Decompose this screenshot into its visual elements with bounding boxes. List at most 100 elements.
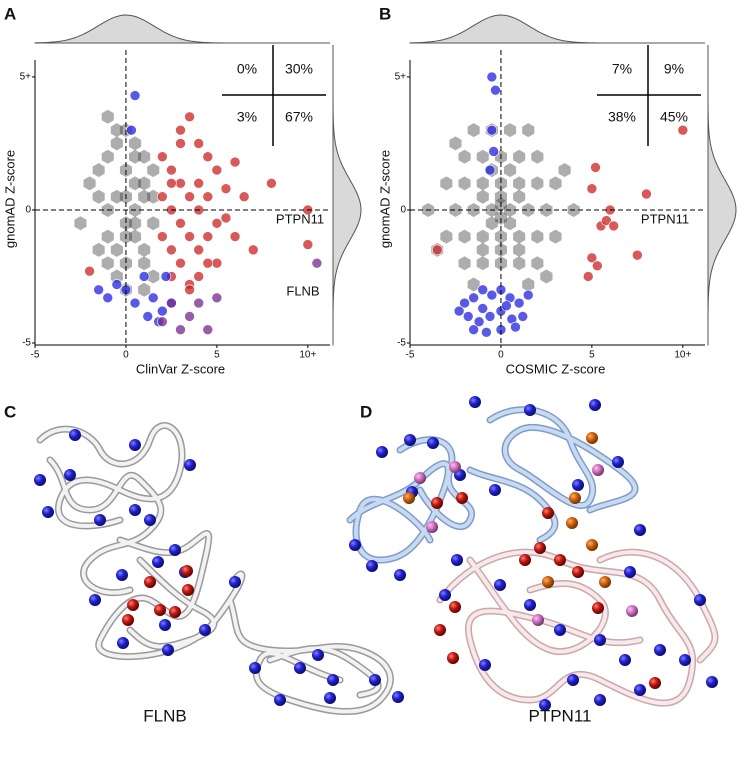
hexbin xyxy=(494,242,507,257)
point xyxy=(202,324,214,335)
point xyxy=(468,292,479,304)
hexbin xyxy=(110,269,123,284)
hexbin xyxy=(440,176,453,191)
hexbin xyxy=(101,229,114,244)
point xyxy=(160,271,172,282)
x-tick-label: 10+ xyxy=(299,350,316,361)
hexbin xyxy=(531,149,544,164)
point xyxy=(477,303,489,314)
point xyxy=(513,297,525,309)
hexbin xyxy=(101,256,114,271)
hexbin xyxy=(74,216,87,231)
quadrant-label: 7% xyxy=(612,61,632,77)
hexbin xyxy=(147,269,160,284)
hexbin xyxy=(110,242,123,257)
point xyxy=(211,257,223,269)
point xyxy=(582,271,594,282)
hexbin xyxy=(549,229,562,244)
hexbin xyxy=(540,269,553,284)
point xyxy=(601,215,612,226)
hexbin xyxy=(119,256,132,271)
hexbin xyxy=(101,149,114,164)
protein-label: FLNB xyxy=(143,706,186,725)
point xyxy=(129,297,141,309)
marginal-density xyxy=(409,14,705,44)
point xyxy=(486,124,498,136)
hexbin xyxy=(513,256,526,271)
x-tick-label: -5 xyxy=(31,350,40,361)
y-axis-label: gnomAD Z-score xyxy=(377,150,392,248)
hexbin xyxy=(476,256,489,271)
point xyxy=(129,90,141,101)
x-tick-label: 0 xyxy=(123,350,129,361)
panel-label: C xyxy=(4,402,16,421)
hexbin xyxy=(531,229,544,244)
point xyxy=(220,212,232,224)
point xyxy=(229,156,241,168)
quadrant-label: 9% xyxy=(664,61,684,77)
hexbin xyxy=(129,136,142,151)
hexbin xyxy=(467,203,480,217)
point xyxy=(229,231,241,242)
point xyxy=(166,244,177,256)
point xyxy=(501,300,512,312)
ribbon xyxy=(36,422,394,715)
marginal-density xyxy=(707,45,737,346)
hexbin xyxy=(513,176,526,191)
point xyxy=(211,292,223,304)
hexbin xyxy=(147,189,160,204)
point xyxy=(202,257,214,269)
panel-label: A xyxy=(4,4,16,23)
quadrant-label: 3% xyxy=(237,109,257,125)
point xyxy=(302,239,314,250)
y-tick-label: -5 xyxy=(22,338,31,349)
marginal-density xyxy=(34,14,330,44)
hexbin xyxy=(522,123,535,138)
quadrant-label: 67% xyxy=(285,109,313,125)
panel-label: D xyxy=(360,402,372,421)
point xyxy=(147,292,159,304)
point xyxy=(481,327,492,338)
hexbin xyxy=(129,176,142,191)
y-tick-label: 0 xyxy=(400,205,406,216)
y-tick-label: -5 xyxy=(397,338,406,349)
hexbin xyxy=(504,163,517,178)
hexbin xyxy=(476,229,489,244)
marginal-density xyxy=(332,45,362,346)
point xyxy=(142,311,154,322)
point xyxy=(632,249,643,261)
point xyxy=(184,231,195,242)
point xyxy=(157,305,168,317)
hexbin xyxy=(531,176,544,191)
y-tick-label: 5+ xyxy=(395,72,407,83)
hexbin xyxy=(476,189,489,204)
point xyxy=(202,191,214,202)
point xyxy=(175,257,186,269)
scatter-panels: A -5 0 5 10+ -5 0 5+ ClinVar Z-score gnomAD Z-sco… xyxy=(2,4,737,376)
x-tick-label: -5 xyxy=(406,350,415,361)
hexbin xyxy=(119,216,132,231)
hexbin xyxy=(531,256,544,271)
point xyxy=(157,231,168,242)
point xyxy=(157,151,168,163)
hexbin xyxy=(494,210,507,225)
point xyxy=(462,311,474,322)
y-tick-label: 5+ xyxy=(20,72,32,83)
x-tick-label: 10+ xyxy=(674,350,691,361)
y-axis-label: gnomAD Z-score xyxy=(2,150,17,248)
point xyxy=(484,311,496,322)
point xyxy=(592,260,603,272)
point xyxy=(266,178,277,189)
hexbin xyxy=(504,216,517,231)
hexbin xyxy=(458,229,471,244)
point xyxy=(677,124,689,136)
hexbin xyxy=(494,176,507,191)
point xyxy=(166,164,177,176)
point xyxy=(175,138,186,149)
point xyxy=(586,183,598,194)
point xyxy=(202,231,214,242)
point xyxy=(211,217,223,229)
point xyxy=(193,297,204,309)
point xyxy=(586,252,598,264)
hexbin xyxy=(138,189,151,204)
